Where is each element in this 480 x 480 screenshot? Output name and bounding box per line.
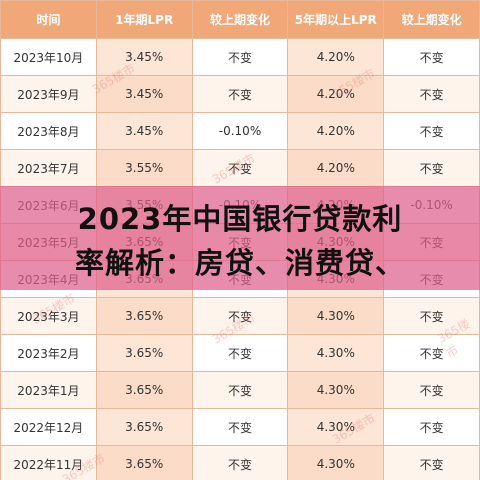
table-cell: 3.65%	[95, 297, 193, 335]
table-cell: 4.30%	[287, 297, 385, 335]
title-line: 2023年中国银行贷款利	[77, 202, 403, 236]
table-cell: 2022年11月	[0, 445, 97, 480]
table-cell: 不变	[191, 408, 289, 446]
table-cell: 3.65%	[95, 371, 193, 409]
table-cell: 2023年7月	[0, 149, 97, 187]
title-line: 率解析：房贷、消费贷、	[74, 246, 405, 280]
table-cell: 不变	[383, 112, 480, 150]
table-row: 2022年12月 3.65% 不变 4.30% 不变	[0, 408, 480, 446]
table-cell: 4.20%	[287, 112, 385, 150]
table-cell: 2023年1月	[0, 371, 97, 409]
table-cell: -0.10%	[191, 112, 289, 150]
table-cell: 3.45%	[95, 38, 193, 76]
table-cell: 2023年8月	[0, 112, 97, 150]
table-cell: 2023年9月	[0, 75, 97, 113]
header-cell: 5年期以上LPR	[287, 0, 385, 39]
table-cell: 3.65%	[95, 408, 193, 446]
title-overlay: 2023年中国银行贷款利 率解析：房贷、消费贷、	[0, 186, 480, 290]
table-cell: 4.20%	[287, 75, 385, 113]
table-cell: 不变	[383, 149, 480, 187]
table-cell: 不变	[191, 371, 289, 409]
table-cell: 不变	[191, 445, 289, 480]
table-cell: 4.30%	[287, 334, 385, 372]
table-row: 2023年10月 3.45% 不变 4.20% 不变	[0, 38, 480, 76]
table-cell: 不变	[191, 334, 289, 372]
table-cell: 不变	[383, 445, 480, 480]
header-cell: 1年期LPR	[95, 0, 193, 39]
table-cell: 不变	[383, 371, 480, 409]
table-cell: 4.20%	[287, 149, 385, 187]
table-cell: 2023年10月	[0, 38, 97, 76]
header-cell: 较上期变化	[191, 0, 289, 39]
table-row: 2022年11月 3.65% 不变 4.30% 不变	[0, 445, 480, 480]
table-cell: 不变	[191, 149, 289, 187]
table-cell: 不变	[383, 38, 480, 76]
table-cell: 2022年12月	[0, 408, 97, 446]
table-cell: 4.30%	[287, 371, 385, 409]
table-cell: 4.30%	[287, 445, 385, 480]
table-cell: 不变	[383, 334, 480, 372]
header-cell: 较上期变化	[383, 0, 480, 39]
table-cell: 3.55%	[95, 149, 193, 187]
table-cell: 2023年2月	[0, 334, 97, 372]
header-cell: 时间	[0, 0, 97, 39]
table-cell: 4.30%	[287, 408, 385, 446]
table-cell: 3.45%	[95, 75, 193, 113]
table-cell: 2023年3月	[0, 297, 97, 335]
table-row: 2023年7月 3.55% 不变 4.20% 不变	[0, 149, 480, 187]
table-row: 2023年3月 3.65% 不变 4.30% 不变	[0, 297, 480, 335]
table-cell: 不变	[383, 75, 480, 113]
table-cell: 4.20%	[287, 38, 385, 76]
table-row: 2023年9月 3.45% 不变 4.20% 不变	[0, 75, 480, 113]
table-cell: 3.65%	[95, 334, 193, 372]
table-row: 2023年1月 3.65% 不变 4.30% 不变	[0, 371, 480, 409]
table-cell: 3.45%	[95, 112, 193, 150]
table-cell: 3.65%	[95, 445, 193, 480]
header-row: 时间 1年期LPR 较上期变化 5年期以上LPR 较上期变化	[0, 0, 480, 39]
table-cell: 不变	[383, 297, 480, 335]
table-cell: 不变	[191, 75, 289, 113]
table-row: 2023年2月 3.65% 不变 4.30% 不变	[0, 334, 480, 372]
table-row: 2023年8月 3.45% -0.10% 4.20% 不变	[0, 112, 480, 150]
table-cell: 不变	[191, 38, 289, 76]
table-cell: 不变	[383, 408, 480, 446]
